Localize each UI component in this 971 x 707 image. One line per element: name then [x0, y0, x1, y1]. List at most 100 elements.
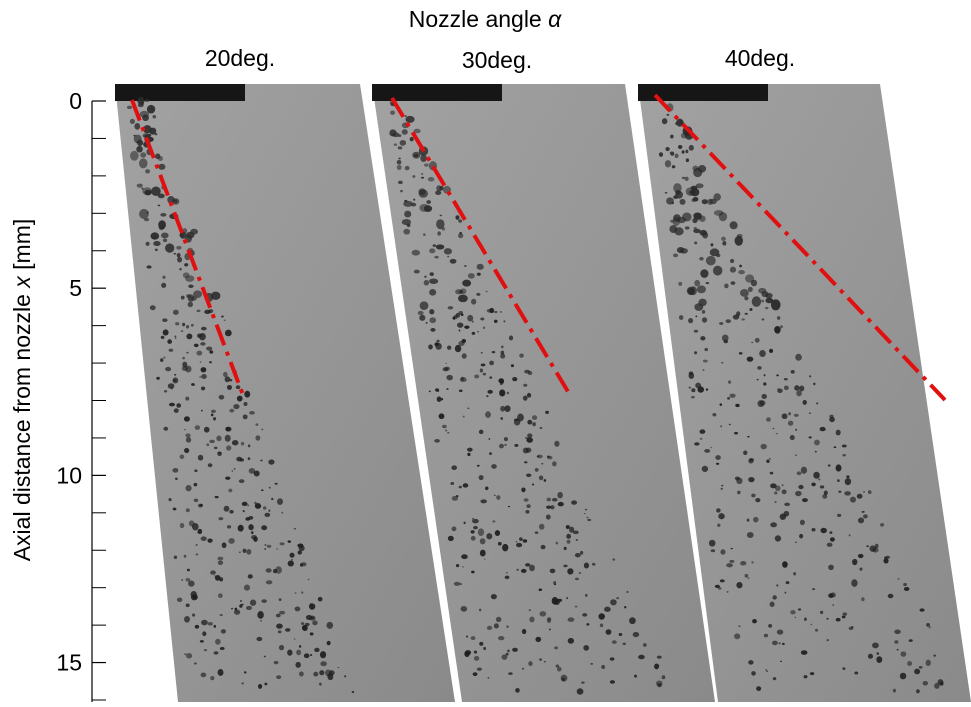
droplet [665, 192, 668, 194]
droplet [191, 383, 195, 386]
droplet [186, 437, 191, 443]
droplet [214, 575, 216, 576]
droplet [830, 592, 836, 597]
droplet [673, 195, 677, 199]
droplet [694, 213, 701, 221]
droplet [929, 626, 931, 628]
droplet [774, 326, 781, 334]
droplet [610, 680, 615, 684]
droplet [295, 662, 300, 668]
droplet [535, 468, 539, 472]
droplet [564, 547, 567, 550]
droplet [508, 672, 513, 675]
droplet [474, 656, 479, 661]
droplet [474, 651, 477, 654]
droplet [820, 485, 824, 488]
droplet [702, 317, 707, 322]
droplet [703, 360, 708, 363]
droplet [436, 340, 439, 343]
droplet [709, 199, 717, 205]
droplet [295, 592, 297, 593]
droplet [196, 553, 199, 555]
droplet [127, 106, 132, 109]
droplet [306, 615, 312, 620]
droplet [757, 379, 759, 381]
droplet [738, 270, 745, 274]
droplet [413, 199, 415, 201]
droplet [489, 308, 494, 313]
droplet [301, 622, 304, 625]
droplet [208, 622, 213, 626]
droplet [671, 153, 675, 156]
droplet [654, 664, 659, 670]
droplet [210, 570, 216, 574]
droplet [526, 473, 531, 477]
droplet [462, 280, 471, 287]
droplet [788, 412, 791, 415]
droplet [586, 517, 588, 519]
droplet [220, 614, 223, 616]
droplet [161, 233, 169, 239]
droplet [919, 608, 924, 611]
droplet [768, 624, 772, 628]
droplet [397, 160, 402, 165]
droplet [139, 158, 147, 168]
droplet [257, 611, 264, 619]
y-axis-label: Axial distance from nozzle x [mm] [9, 219, 35, 562]
droplet [472, 332, 476, 335]
droplet [234, 468, 236, 470]
droplet [784, 503, 790, 507]
droplet [404, 200, 407, 202]
droplet [254, 470, 260, 476]
droplet [670, 135, 673, 139]
droplet [875, 544, 879, 548]
droplet [271, 499, 273, 500]
droplet [450, 482, 454, 485]
droplet [439, 413, 445, 419]
droplet [782, 490, 787, 495]
droplet [503, 320, 505, 322]
droplet [480, 550, 486, 557]
droplet [682, 150, 685, 153]
droplet [181, 330, 184, 332]
droplet [246, 549, 251, 555]
droplet [753, 517, 758, 523]
droplet [765, 669, 767, 670]
droplet [686, 187, 696, 196]
droplet [786, 581, 790, 584]
droplet [525, 510, 529, 514]
droplet [785, 592, 787, 594]
droplet [711, 243, 714, 246]
droplet [499, 389, 505, 396]
droplet [279, 645, 284, 650]
droplet [515, 688, 520, 693]
droplet [552, 461, 557, 466]
droplet [815, 629, 818, 632]
droplet [519, 353, 524, 357]
droplet [532, 483, 534, 485]
droplet [749, 308, 752, 311]
droplet [662, 675, 666, 679]
droplet [829, 417, 835, 422]
droplet [444, 248, 452, 254]
droplet [187, 569, 190, 572]
droplet [700, 336, 705, 340]
droplet [247, 504, 249, 506]
droplet [820, 427, 826, 431]
droplet [182, 357, 185, 360]
droplet [802, 498, 808, 502]
droplet [745, 313, 748, 315]
droplet [666, 114, 669, 116]
droplet [458, 219, 462, 222]
droplet [484, 559, 486, 560]
droplet [445, 363, 447, 364]
droplet [204, 427, 210, 433]
droplet [876, 656, 882, 663]
droplet [218, 593, 223, 598]
droplet [584, 562, 589, 568]
droplet [201, 536, 207, 541]
droplet [780, 661, 782, 662]
droplet [727, 397, 730, 400]
droplet [239, 479, 245, 483]
droplet [689, 145, 694, 151]
